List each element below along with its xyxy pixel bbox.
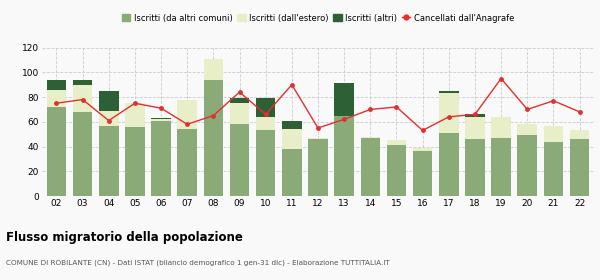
Bar: [544, 125, 563, 142]
Bar: [413, 148, 433, 151]
Bar: [230, 124, 250, 196]
Bar: [151, 119, 171, 121]
Bar: [256, 117, 275, 130]
Bar: [47, 107, 66, 196]
Bar: [465, 115, 485, 117]
Legend: Iscritti (da altri comuni), Iscritti (dall'estero), Iscritti (altri), Cancellati: Iscritti (da altri comuni), Iscritti (da…: [119, 10, 517, 26]
Bar: [99, 125, 119, 196]
Bar: [125, 103, 145, 127]
Bar: [439, 133, 458, 196]
Bar: [99, 111, 119, 125]
Text: COMUNE DI ROBILANTE (CN) - Dati ISTAT (bilancio demografico 1 gen-31 dic) - Elab: COMUNE DI ROBILANTE (CN) - Dati ISTAT (b…: [6, 259, 390, 265]
Bar: [282, 129, 302, 149]
Bar: [99, 91, 119, 111]
Bar: [386, 140, 406, 145]
Bar: [465, 139, 485, 196]
Bar: [361, 137, 380, 138]
Bar: [203, 59, 223, 80]
Bar: [491, 138, 511, 196]
Bar: [178, 100, 197, 129]
Bar: [386, 145, 406, 196]
Bar: [230, 98, 250, 103]
Bar: [282, 121, 302, 129]
Bar: [256, 130, 275, 196]
Bar: [570, 130, 589, 139]
Bar: [308, 138, 328, 139]
Bar: [178, 129, 197, 196]
Bar: [517, 136, 537, 196]
Bar: [47, 80, 66, 90]
Text: Flusso migratorio della popolazione: Flusso migratorio della popolazione: [6, 231, 243, 244]
Bar: [230, 103, 250, 124]
Bar: [125, 127, 145, 196]
Bar: [73, 80, 92, 85]
Bar: [73, 112, 92, 196]
Bar: [203, 80, 223, 196]
Bar: [517, 124, 537, 136]
Bar: [491, 117, 511, 138]
Bar: [361, 138, 380, 196]
Bar: [73, 85, 92, 112]
Bar: [334, 83, 354, 116]
Bar: [544, 142, 563, 196]
Bar: [151, 121, 171, 196]
Bar: [413, 151, 433, 196]
Bar: [47, 90, 66, 107]
Bar: [570, 139, 589, 196]
Bar: [334, 116, 354, 196]
Bar: [256, 98, 275, 117]
Bar: [282, 149, 302, 196]
Bar: [151, 118, 171, 119]
Bar: [308, 139, 328, 196]
Bar: [465, 117, 485, 139]
Bar: [439, 91, 458, 93]
Bar: [439, 93, 458, 133]
